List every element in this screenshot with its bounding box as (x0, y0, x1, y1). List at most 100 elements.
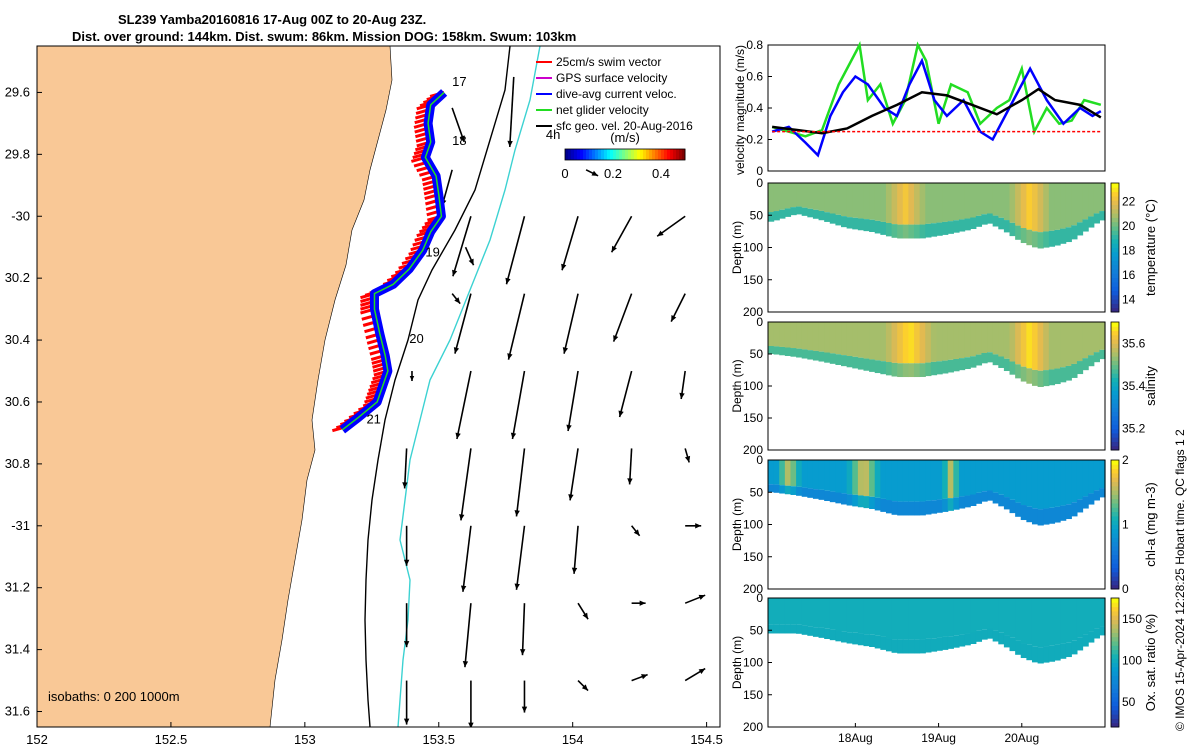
section-cell-2-25-upper (908, 460, 915, 502)
section-cell-2-19-lower (874, 497, 881, 511)
section-cell-3-39-upper (987, 598, 994, 629)
geo-vector-head-45 (698, 668, 706, 674)
section-cell-2-7-lower (807, 488, 814, 498)
section-cell-1-29-lower (930, 361, 938, 376)
section-cell-2-34-lower (958, 496, 966, 509)
section-cell-3-54-upper (1071, 598, 1078, 641)
section-cell-2-41-lower (998, 494, 1005, 507)
geo-vector-17 (456, 370, 472, 440)
x-tick-label-1: 152.5 (155, 732, 188, 747)
section-cell-0-34-lower (958, 219, 966, 232)
section-cell-1-48-upper (1037, 322, 1044, 371)
section-cell-3-17-upper (863, 598, 870, 635)
section-colorbar-cell-0-26 (1111, 195, 1119, 201)
section-cell-2-24-upper (902, 460, 910, 502)
section-colorbar-cell-0-18 (1111, 230, 1119, 236)
section-cell-2-17-lower (863, 496, 870, 509)
section-cell-2-13-upper (841, 460, 848, 494)
section-cell-1-3-lower (784, 347, 792, 356)
section-colorbar-tick-2-1: 1 (1122, 518, 1129, 532)
section-cell-1-33-lower (953, 358, 960, 372)
section-cell-2-15-upper (852, 460, 859, 495)
section-colorbar-label-0: temperature (°C) (1143, 199, 1158, 296)
geo-vector-head-4 (454, 297, 461, 304)
section-cell-3-3-upper (784, 598, 792, 625)
section-cell-1-23-lower (897, 363, 904, 378)
section-colorbar-tick-1-2: 35.6 (1122, 336, 1146, 350)
colorbar-cell-7 (586, 149, 590, 160)
section-cell-0-48-upper (1037, 183, 1044, 233)
section-cell-1-57-upper (1088, 322, 1095, 356)
section-colorbar-cell-0-22 (1111, 213, 1119, 218)
section-cell-2-12-lower (835, 492, 842, 504)
section-cell-1-10-upper (824, 322, 831, 353)
section-colorbar-cell-3-17 (1111, 649, 1119, 655)
x-tick-label-0: 152 (26, 732, 48, 747)
section-cell-0-28-lower (925, 223, 932, 238)
section-cell-0-15-upper (852, 183, 859, 218)
section-cell-1-41-upper (998, 322, 1005, 357)
section-colorbar-cell-2-5 (1111, 563, 1119, 568)
y-tick-label-8: 31.2 (5, 580, 30, 595)
section-cell-1-53-lower (1065, 365, 1072, 381)
section-cell-1-2-lower (779, 346, 786, 356)
section-cell-2-31-upper (942, 460, 949, 499)
colorbar-label: (m/s) (610, 130, 640, 145)
section-colorbar-cell-2-14 (1111, 524, 1119, 530)
section-cell-1-40-upper (992, 322, 999, 355)
section-cell-0-39-upper (987, 183, 994, 214)
colorbar-cell-13 (604, 149, 608, 160)
colorbar-cell-27 (646, 149, 650, 160)
section-cell-0-47-lower (1031, 231, 1039, 248)
section-cell-2-44-upper (1015, 460, 1022, 503)
geo-vector-head-32 (633, 529, 640, 536)
chart-title-line2: Dist. over ground: 144km. Dist. swum: 86… (72, 29, 577, 44)
geo-vector-head-7 (452, 269, 458, 277)
section-colorbar-cell-2-12 (1111, 533, 1119, 538)
section-cell-3-18-upper (869, 598, 876, 635)
section-cell-2-3-lower (784, 485, 792, 495)
section-cell-0-59-upper (1099, 183, 1106, 212)
section-cell-2-30-lower (936, 499, 943, 513)
section-colorbar-cell-0-16 (1111, 238, 1119, 244)
legend-label-0: 25cm/s swim vector (556, 55, 661, 69)
geo-vector-head-30 (514, 583, 520, 590)
colorbar-cell-35 (670, 149, 674, 160)
section-cell-3-20-upper (880, 598, 887, 637)
section-cell-1-18-lower (869, 359, 876, 372)
section-cell-1-51-lower (1054, 368, 1061, 385)
section-cell-1-25-upper (908, 322, 915, 364)
section-cell-0-19-lower (874, 220, 881, 234)
section-cell-2-32-upper (947, 460, 954, 499)
section-cell-2-5-upper (796, 460, 803, 487)
section-cell-3-34-lower (958, 634, 966, 647)
y-tick-label-6: 30.8 (5, 456, 30, 471)
section-cell-0-53-upper (1065, 183, 1072, 228)
section-colorbar-cell-3-16 (1111, 653, 1119, 659)
section-cell-2-14-lower (846, 494, 853, 506)
section-cell-2-49-upper (1043, 460, 1050, 509)
section-ylabel-3: Depth (m) (730, 636, 744, 689)
colorbar-cell-4 (577, 149, 581, 160)
section-cell-3-39-lower (987, 628, 994, 639)
geo-vector-0 (508, 76, 515, 148)
section-cell-3-19-lower (874, 635, 881, 649)
section-cell-2-20-upper (880, 460, 887, 499)
section-cell-2-8-upper (812, 460, 820, 490)
y-tick-label-3: 30.2 (5, 270, 30, 285)
section-cell-0-14-upper (846, 183, 853, 218)
section-cell-1-10-lower (824, 352, 831, 363)
section-cell-3-53-lower (1065, 642, 1072, 658)
section-cell-1-54-lower (1071, 363, 1078, 378)
section-cell-0-16-upper (857, 183, 865, 219)
section-cell-3-42-upper (1003, 598, 1011, 636)
section-colorbar-cell-0-3 (1111, 294, 1119, 300)
section-y-tick-label-1-4: 200 (743, 443, 763, 457)
colorbar-cell-10 (595, 149, 599, 160)
section-y-tick-label-1-0: 0 (756, 315, 763, 329)
section-cell-3-22-upper (891, 598, 898, 640)
geo-vector-25 (569, 448, 579, 501)
geo-vector-head-38 (639, 600, 646, 606)
section-colorbar-tick-3-0: 50 (1122, 695, 1136, 709)
